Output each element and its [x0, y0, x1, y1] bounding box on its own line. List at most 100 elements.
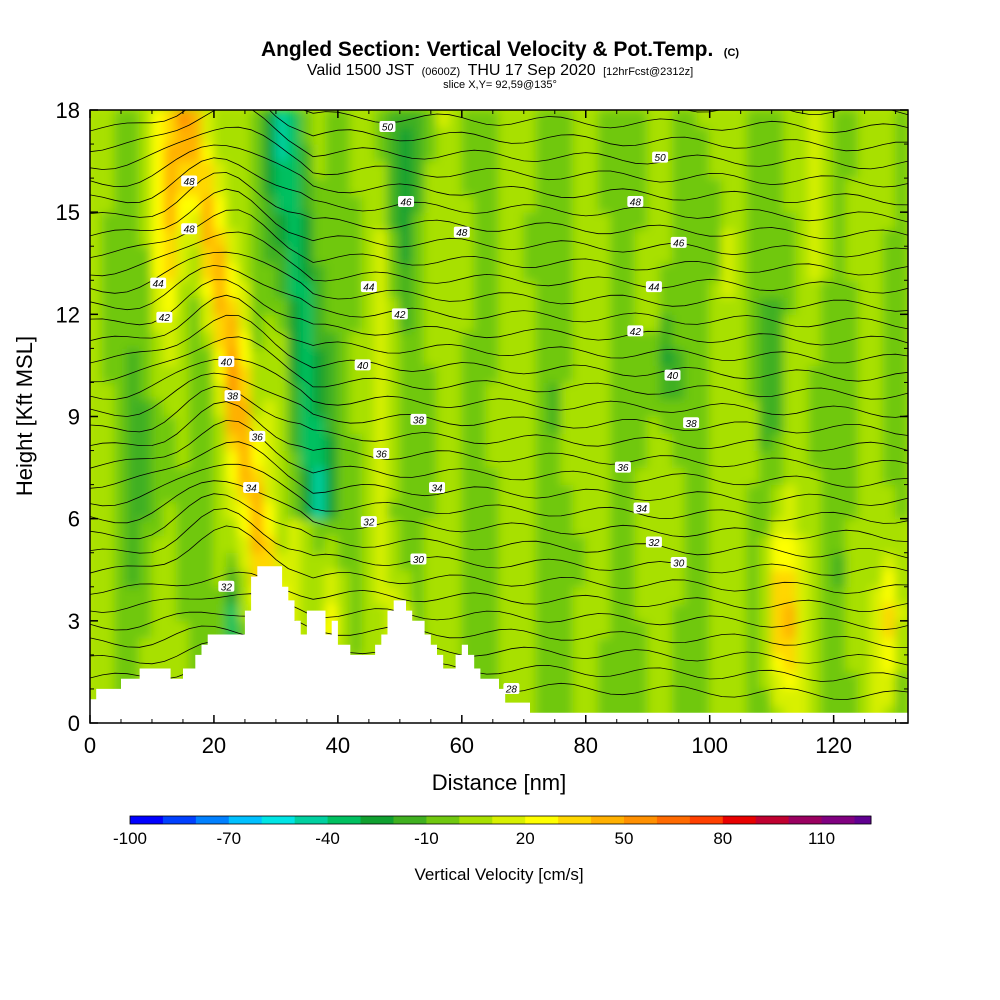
velocity-cell — [349, 586, 364, 605]
velocity-cell — [820, 398, 835, 417]
velocity-cell — [895, 330, 908, 349]
velocity-cell — [622, 603, 636, 622]
velocity-cell — [746, 194, 760, 213]
velocity-cell — [324, 535, 339, 554]
velocity-cell — [114, 552, 128, 571]
velocity-cell — [597, 671, 612, 690]
velocity-cell — [721, 552, 735, 571]
velocity-cell — [882, 518, 897, 537]
velocity-cell — [647, 484, 661, 503]
velocity-cell — [510, 381, 525, 400]
velocity-cell — [535, 552, 550, 571]
velocity-cell — [300, 381, 314, 400]
velocity-cell — [126, 143, 141, 162]
velocity-cell — [833, 330, 847, 349]
velocity-cell — [560, 501, 574, 520]
velocity-cell — [845, 620, 859, 639]
velocity-cell — [572, 416, 587, 435]
velocity-cell — [139, 535, 153, 554]
velocity-cell — [201, 416, 215, 435]
velocity-cell — [733, 245, 748, 264]
velocity-cell — [424, 501, 438, 520]
contour-label-text: 34 — [431, 484, 443, 495]
velocity-cell — [448, 296, 463, 315]
velocity-cell — [300, 518, 314, 537]
velocity-cell — [523, 586, 537, 605]
velocity-cell — [560, 637, 574, 656]
velocity-cell — [709, 364, 723, 383]
velocity-cell — [820, 484, 835, 503]
x-axis-label: Distance [nm] — [432, 770, 567, 795]
velocity-cell — [696, 467, 711, 486]
velocity-cell — [882, 586, 897, 605]
velocity-cell — [448, 433, 463, 452]
velocity-cell — [895, 603, 908, 622]
velocity-cell — [870, 194, 884, 213]
velocity-cell — [510, 177, 525, 196]
velocity-cell — [684, 347, 698, 366]
velocity-cell — [548, 433, 562, 452]
velocity-cell — [349, 194, 364, 213]
velocity-cell — [461, 126, 475, 145]
velocity-cell — [498, 603, 512, 622]
velocity-cell — [634, 143, 649, 162]
x-tick-label: 100 — [691, 733, 728, 758]
velocity-cell — [808, 620, 822, 639]
velocity-cell — [126, 347, 141, 366]
velocity-cell — [771, 433, 785, 452]
velocity-cell — [523, 398, 537, 417]
velocity-cell — [473, 110, 488, 128]
isentrope-line — [137, 110, 908, 134]
velocity-cell — [647, 228, 661, 247]
velocity-cell — [250, 552, 265, 571]
velocity-cell — [151, 110, 165, 128]
velocity-cell — [473, 586, 488, 605]
velocity-cell — [857, 330, 872, 349]
contour-label-text: 32 — [648, 538, 660, 549]
velocity-cell — [461, 194, 475, 213]
velocity-cell — [597, 688, 612, 707]
velocity-cell — [709, 518, 723, 537]
velocity-cell — [733, 484, 748, 503]
velocity-cell — [870, 654, 884, 673]
velocity-cell — [114, 245, 128, 264]
velocity-cell — [114, 518, 128, 537]
velocity-cell — [90, 467, 103, 486]
velocity-cell — [461, 245, 475, 264]
velocity-cell — [139, 143, 153, 162]
velocity-cell — [548, 398, 562, 417]
velocity-cell — [808, 364, 822, 383]
velocity-cell — [312, 330, 326, 349]
velocity-cell — [882, 467, 897, 486]
velocity-cell — [126, 177, 141, 196]
velocity-cell — [225, 552, 240, 571]
velocity-cell — [820, 330, 835, 349]
velocity-cell — [808, 381, 822, 400]
velocity-cell — [746, 535, 760, 554]
velocity-cell — [795, 518, 810, 537]
velocity-cell — [473, 552, 488, 571]
velocity-cell — [746, 637, 760, 656]
velocity-cell — [238, 330, 252, 349]
velocity-cell — [213, 484, 227, 503]
velocity-cell — [795, 381, 810, 400]
velocity-cell — [362, 586, 376, 605]
velocity-cell — [473, 535, 488, 554]
velocity-cell — [882, 416, 897, 435]
velocity-cell — [101, 177, 116, 196]
velocity-cell — [535, 143, 550, 162]
velocity-cell — [845, 245, 859, 264]
velocity-cell — [820, 518, 835, 537]
velocity-cell — [101, 381, 116, 400]
velocity-cell — [597, 654, 612, 673]
velocity-cell — [399, 330, 413, 349]
contour-label-text: 40 — [667, 371, 679, 382]
velocity-cell — [114, 535, 128, 554]
velocity-cell — [101, 347, 116, 366]
colorbar-frame — [129, 815, 872, 825]
velocity-cell — [176, 262, 190, 281]
velocity-cell — [510, 347, 525, 366]
velocity-cell — [733, 569, 748, 588]
velocity-cell — [548, 177, 562, 196]
velocity-cell — [696, 620, 711, 639]
